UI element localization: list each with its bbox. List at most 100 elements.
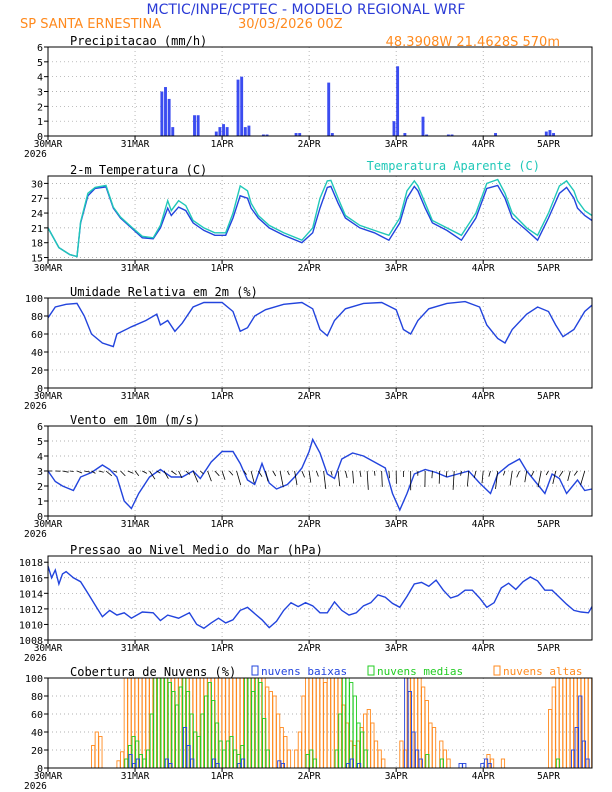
apparent-temp-label: Temperatura Aparente (C) bbox=[367, 159, 540, 173]
x-tick-label: 1APR bbox=[211, 643, 234, 654]
precip-bar bbox=[327, 82, 331, 136]
precip-bar bbox=[421, 116, 425, 136]
cloud-high-bar bbox=[286, 749, 292, 769]
precip-bar bbox=[396, 66, 400, 136]
y-tick-label: 4 bbox=[37, 452, 43, 463]
precip-bar bbox=[403, 133, 407, 136]
x-tick-label: 30MAR bbox=[34, 519, 63, 530]
x-tick-label: 3APR bbox=[385, 771, 408, 782]
wind-arrow bbox=[308, 470, 312, 483]
wind-arrow bbox=[315, 470, 319, 477]
wind-arrow bbox=[337, 470, 341, 487]
x-tick-label: 5APR bbox=[537, 139, 560, 150]
y-tick-label: 0 bbox=[37, 384, 43, 395]
wind-arrow bbox=[84, 470, 91, 473]
x-tick-label: 30MAR bbox=[34, 771, 63, 782]
wind-arrow bbox=[200, 470, 204, 475]
x-tick-label: 3APR bbox=[385, 391, 408, 402]
wind-arrow bbox=[134, 470, 140, 476]
legend-entry: nuvens altas bbox=[503, 665, 582, 678]
x-tick-label: 1APR bbox=[211, 391, 234, 402]
cloud-high-bar bbox=[91, 745, 96, 769]
precip-bar bbox=[218, 127, 222, 136]
x-tick-label: 30MAR bbox=[34, 391, 63, 402]
wind-arrow bbox=[552, 470, 557, 484]
precip-bar bbox=[261, 134, 265, 136]
cloud-high-bar bbox=[272, 695, 277, 769]
x-tick-label: 2APR bbox=[298, 391, 321, 402]
x-tick-label: 3APR bbox=[385, 643, 408, 654]
precip-bar bbox=[294, 133, 298, 136]
y-tick-label: 3 bbox=[37, 467, 43, 478]
y-tick-label: 3 bbox=[37, 88, 43, 99]
precip-bar bbox=[160, 91, 164, 136]
y-tick-label: 18 bbox=[31, 239, 43, 250]
panel-title: Precipitacao (mm/h) bbox=[70, 34, 207, 48]
x-tick-label: 5APR bbox=[537, 263, 560, 274]
legend-swatch bbox=[251, 665, 259, 676]
y-tick-label: 1 bbox=[37, 117, 43, 128]
y-tick-label: 20 bbox=[31, 366, 43, 377]
x-tick-label: 5APR bbox=[537, 771, 560, 782]
legend-entry: nuvens medias bbox=[377, 665, 463, 678]
wind-arrow bbox=[488, 470, 491, 477]
wind-arrow bbox=[323, 470, 327, 489]
wind-arrow bbox=[473, 470, 477, 478]
precip-bar bbox=[243, 127, 247, 136]
panel-4: 0 1 2 3 4 5 6 30MAR 31MAR 1APR 2APR 3APR 4APR 5APR 202… bbox=[24, 413, 593, 540]
x-tick-label: 31MAR bbox=[121, 263, 150, 274]
legend-swatch bbox=[493, 665, 501, 676]
x-tick-label: 2APR bbox=[298, 519, 321, 530]
y-tick-label: 24 bbox=[31, 209, 43, 220]
wind-arrow bbox=[236, 470, 242, 486]
wind-arrow bbox=[431, 470, 433, 479]
panel-title: 2-m Temperatura (C) bbox=[70, 163, 207, 177]
wind-arrow bbox=[163, 470, 169, 479]
cloud-low-bar bbox=[458, 763, 463, 769]
wind-arrow bbox=[279, 470, 284, 488]
precip-bar bbox=[167, 98, 171, 136]
y-tick-label: 2 bbox=[37, 482, 43, 493]
legend-entry: nuvens baixas bbox=[261, 665, 347, 678]
wind-arrow bbox=[531, 470, 535, 477]
wind-arrow bbox=[294, 470, 298, 486]
panel-frame bbox=[47, 175, 593, 261]
wind-arrow bbox=[573, 470, 578, 476]
series-line bbox=[47, 565, 593, 630]
precip-bar bbox=[247, 125, 251, 136]
wind-arrow bbox=[374, 470, 376, 476]
precip-bar bbox=[425, 134, 429, 136]
wind-arrow bbox=[481, 470, 484, 484]
cloud-high-bar bbox=[323, 682, 328, 769]
x-tick-label: 1APR bbox=[211, 771, 234, 782]
panel-title: Pressao ao Nivel Medio do Mar (hPa) bbox=[70, 543, 323, 557]
wind-arrow bbox=[467, 470, 470, 487]
y-tick-label: 80 bbox=[31, 692, 43, 703]
x-tick-label: 5APR bbox=[537, 391, 560, 402]
cloud-high-bar bbox=[326, 677, 331, 769]
wind-arrow bbox=[503, 470, 506, 476]
wind-arrow bbox=[69, 470, 74, 472]
y-tick-label: 0 bbox=[37, 512, 43, 523]
x-tick-label: 4APR bbox=[472, 139, 495, 150]
coordinates: 48.3908W 21.4628S 570m bbox=[386, 35, 560, 50]
precip-bar bbox=[171, 127, 175, 136]
y-tick-label: 15 bbox=[31, 254, 43, 265]
cloud-high-bar bbox=[500, 758, 506, 769]
y-tick-label: 5 bbox=[37, 437, 43, 448]
wind-arrow bbox=[460, 470, 462, 476]
wind-arrow bbox=[366, 470, 369, 490]
x-year-label: 2026 bbox=[24, 401, 47, 412]
main-title: MCTIC/INPE/CPTEC - MODELO REGIONAL WRF bbox=[147, 2, 466, 18]
station-name: SP SANTA ERNESTINA bbox=[20, 17, 161, 32]
cloud-high-bar bbox=[319, 677, 324, 769]
wind-arrow bbox=[580, 470, 586, 486]
y-tick-label: 100 bbox=[25, 294, 43, 305]
x-tick-label: 1APR bbox=[211, 139, 234, 150]
panel-title: Cobertura de Nuvens (%) bbox=[70, 665, 236, 679]
precip-bar bbox=[193, 115, 196, 136]
wind-arrow bbox=[301, 470, 305, 478]
panel-2: 15 18 21 24 27 30 30MAR 31MAR 1APR 2APR 3APR 4APR 5A… bbox=[31, 159, 593, 274]
